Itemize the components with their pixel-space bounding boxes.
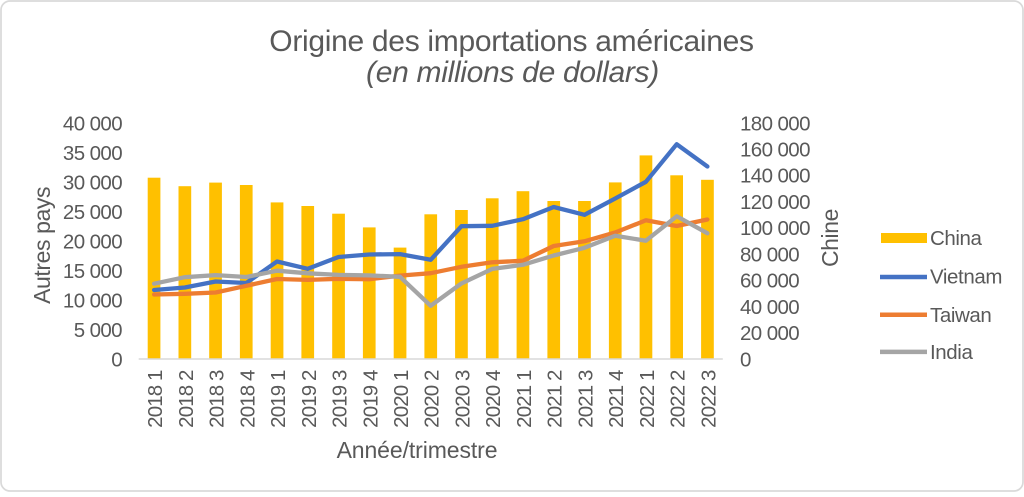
svg-text:Origine des importations améri: Origine des importations américaines: [269, 25, 753, 58]
svg-text:25 000: 25 000: [63, 201, 122, 224]
svg-text:2021 3: 2021 3: [575, 370, 598, 428]
svg-text:2019 3: 2019 3: [329, 370, 352, 428]
svg-text:0: 0: [740, 348, 751, 371]
svg-text:160 000: 160 000: [740, 139, 810, 162]
svg-text:2018 2: 2018 2: [175, 370, 198, 428]
svg-text:2021 4: 2021 4: [605, 370, 628, 428]
svg-text:2019 1: 2019 1: [267, 370, 290, 428]
svg-text:2018 1: 2018 1: [144, 370, 167, 428]
svg-text:2021 1: 2021 1: [513, 370, 536, 428]
svg-text:60 000: 60 000: [740, 270, 799, 293]
svg-text:15 000: 15 000: [63, 260, 122, 283]
svg-text:(en millions de dollars): (en millions de dollars): [366, 56, 659, 89]
svg-text:140 000: 140 000: [740, 165, 810, 188]
svg-text:80 000: 80 000: [740, 243, 799, 266]
svg-text:180 000: 180 000: [740, 112, 810, 135]
svg-text:5 000: 5 000: [74, 319, 122, 342]
svg-text:10 000: 10 000: [63, 289, 122, 312]
svg-text:20 000: 20 000: [63, 230, 122, 253]
svg-text:2018 4: 2018 4: [236, 370, 259, 428]
svg-text:2018 3: 2018 3: [206, 370, 229, 428]
svg-text:Autres pays: Autres pays: [29, 187, 55, 304]
svg-text:40 000: 40 000: [740, 296, 799, 319]
svg-text:0: 0: [111, 348, 122, 371]
svg-text:2020 2: 2020 2: [421, 370, 444, 428]
svg-text:35 000: 35 000: [63, 142, 122, 165]
svg-text:Chine: Chine: [817, 209, 843, 267]
svg-text:Année/trimestre: Année/trimestre: [337, 437, 498, 463]
svg-text:2019 2: 2019 2: [298, 370, 321, 428]
svg-text:2022 2: 2022 2: [667, 370, 690, 428]
svg-text:Taiwan: Taiwan: [930, 304, 991, 327]
svg-text:2021 2: 2021 2: [544, 370, 567, 428]
svg-text:120 000: 120 000: [740, 191, 810, 214]
svg-text:2022 3: 2022 3: [697, 370, 720, 428]
svg-text:40 000: 40 000: [63, 112, 122, 135]
svg-text:2022 1: 2022 1: [636, 370, 659, 428]
svg-text:Vietnam: Vietnam: [930, 266, 1002, 289]
svg-text:20 000: 20 000: [740, 322, 799, 345]
svg-text:2020 3: 2020 3: [452, 370, 475, 428]
svg-text:India: India: [930, 341, 973, 364]
svg-text:30 000: 30 000: [63, 171, 122, 194]
svg-text:2019 4: 2019 4: [359, 370, 382, 428]
svg-text:100 000: 100 000: [740, 217, 810, 240]
svg-text:2020 4: 2020 4: [482, 370, 505, 428]
svg-text:China: China: [930, 227, 983, 250]
svg-text:2020 1: 2020 1: [390, 370, 413, 428]
